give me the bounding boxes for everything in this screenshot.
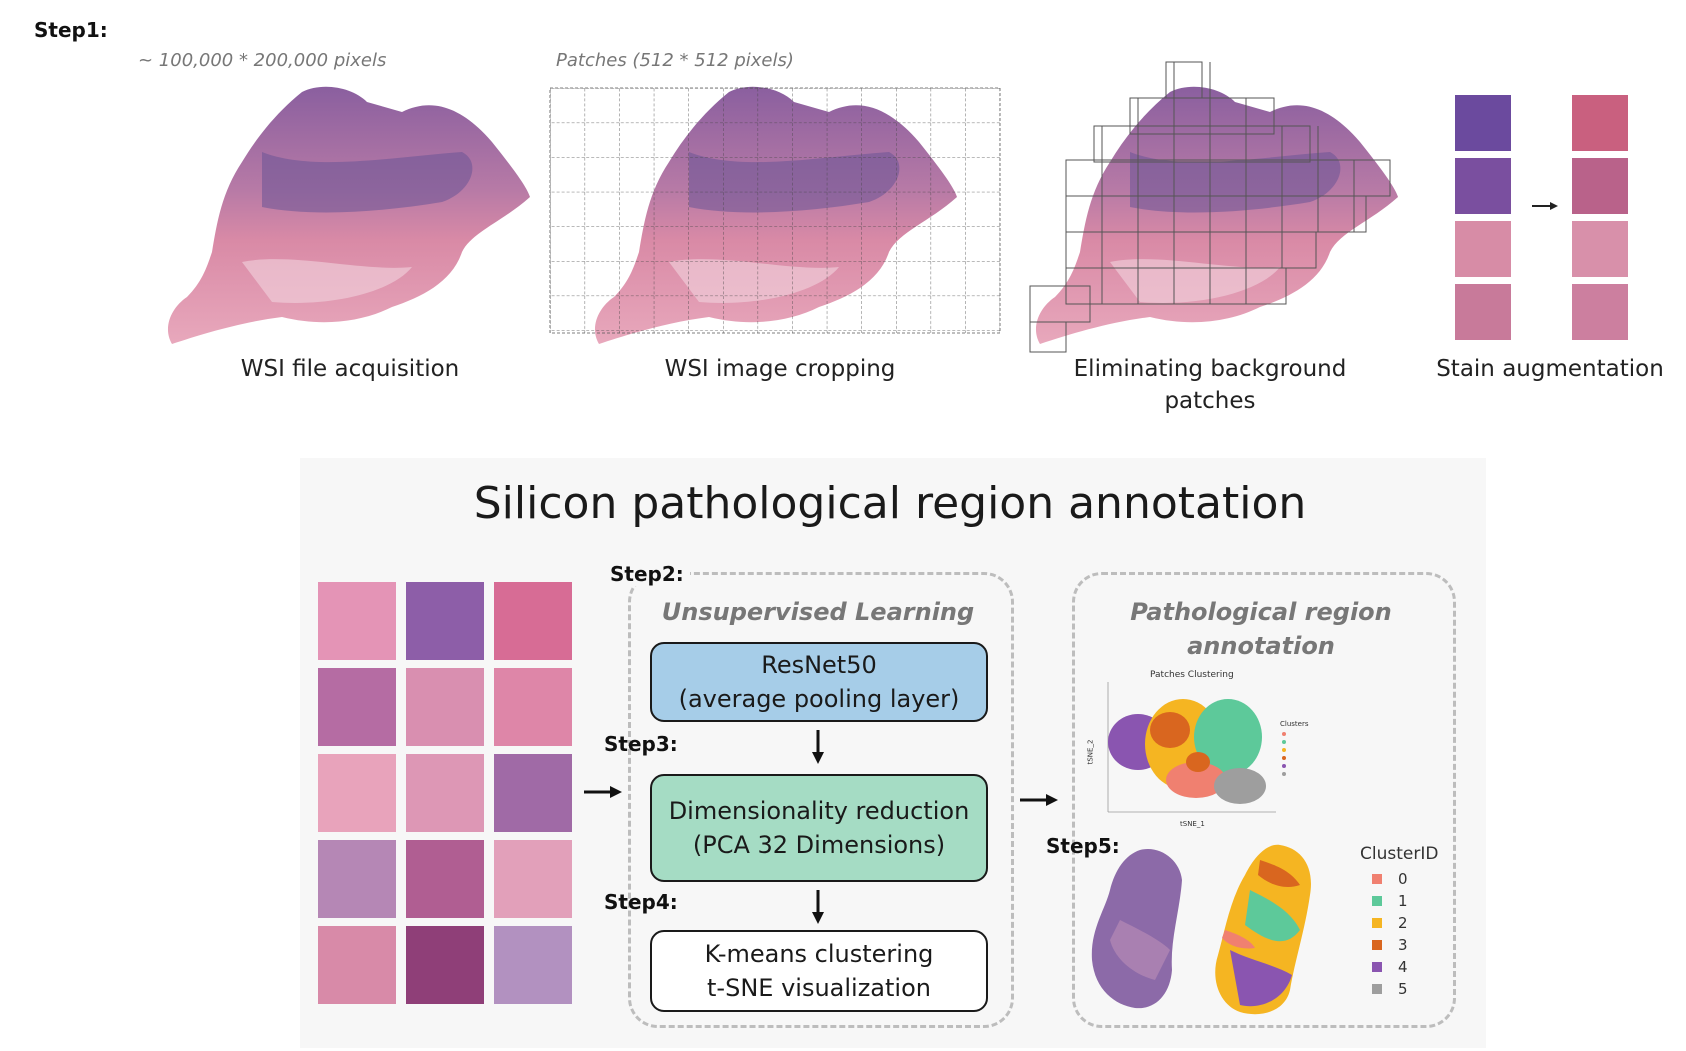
legend-label: 2 [1398, 914, 1408, 932]
legend-item-0: 0 [1372, 868, 1408, 890]
kept-patch-grid [1029, 61, 1391, 353]
scatter-legend-title: Clusters [1280, 720, 1309, 728]
dim-reduction-box: Dimensionality reduction (PCA 32 Dimensi… [650, 774, 988, 882]
arrow-down-1-icon [812, 730, 824, 764]
scatter-xlabel: tSNE_1 [1180, 820, 1205, 828]
legend-label: 3 [1398, 936, 1408, 954]
caption-eliminating-1: Eliminating background [1073, 356, 1347, 382]
kmeans-box: K-means clustering t-SNE visualization [650, 930, 988, 1012]
legend-label: 1 [1398, 892, 1408, 910]
legend-label: 0 [1398, 870, 1408, 888]
legend-item-1: 1 [1372, 890, 1408, 912]
kmeans-line1: K-means clustering [704, 940, 934, 968]
wsi-tissue-image [167, 86, 531, 344]
annotated-slides [1091, 844, 1311, 1015]
annotation-title-2: annotation [1187, 632, 1335, 660]
cluster-legend-title: ClusterID [1360, 844, 1439, 864]
legend-item-5: 5 [1372, 978, 1408, 1000]
scatter-mini-legend [1282, 732, 1286, 776]
step3-label: Step3: [604, 732, 678, 756]
unsupervised-panel [628, 572, 1014, 1028]
step2-label: Step2: [604, 562, 690, 586]
resnet-box: ResNet50 (average pooling layer) [650, 642, 988, 722]
legend-swatch [1372, 962, 1382, 972]
legend-label: 5 [1398, 980, 1408, 998]
step1-label: Step1: [34, 18, 108, 42]
annotation-panel [1072, 572, 1456, 1028]
caption-stain: Stain augmentation [1436, 356, 1664, 382]
tsne-scatter-plot [1107, 682, 1276, 813]
legend-swatch [1372, 940, 1382, 950]
legend-item-4: 4 [1372, 956, 1408, 978]
stain-tiles-original [1455, 95, 1511, 340]
patch-tile-grid [318, 582, 572, 1004]
caption-eliminating-2: patches [1164, 388, 1256, 414]
resnet-line2: (average pooling layer) [678, 685, 960, 713]
annotation-title-1: Pathological region [1130, 598, 1392, 626]
step4-label: Step4: [604, 890, 678, 914]
legend-swatch [1372, 918, 1382, 928]
patch-grid [549, 87, 1001, 334]
arrow-down-2-icon [812, 890, 824, 924]
kmeans-line2: t-SNE visualization [707, 974, 931, 1002]
patch-size-caption: Patches (512 * 512 pixels) [556, 50, 794, 71]
legend-item-2: 2 [1372, 912, 1408, 934]
stain-arrow-icon [1532, 202, 1558, 210]
main-title: Silicon pathological region annotation [473, 478, 1307, 529]
caption-acquisition: WSI file acquisition [240, 356, 460, 382]
legend-label: 4 [1398, 958, 1408, 976]
wsi-size-caption: ~ 100,000 * 200,000 pixels [138, 50, 387, 71]
stain-tiles-augmented [1572, 95, 1628, 340]
step1-images [167, 61, 1628, 353]
unsupervised-title: Unsupervised Learning [661, 598, 975, 626]
legend-swatch [1372, 984, 1382, 994]
dim-line1: Dimensionality reduction [668, 797, 970, 825]
scatter-ylabel: tSNE_2 [1086, 739, 1095, 765]
resnet-line1: ResNet50 [761, 651, 877, 679]
arrow-into-unsupervised-icon [584, 786, 622, 798]
arrow-into-annotation-icon [1020, 794, 1058, 806]
legend-swatch [1372, 896, 1382, 906]
legend-swatch [1372, 874, 1382, 884]
caption-cropping: WSI image cropping [664, 356, 896, 382]
step5-label: Step5: [1046, 834, 1120, 858]
legend-item-3: 3 [1372, 934, 1408, 956]
scatter-title: Patches Clustering [1150, 670, 1234, 680]
dim-line2: (PCA 32 Dimensions) [692, 831, 946, 859]
cluster-legend: 0 1 2 3 4 5 [1372, 868, 1408, 1000]
